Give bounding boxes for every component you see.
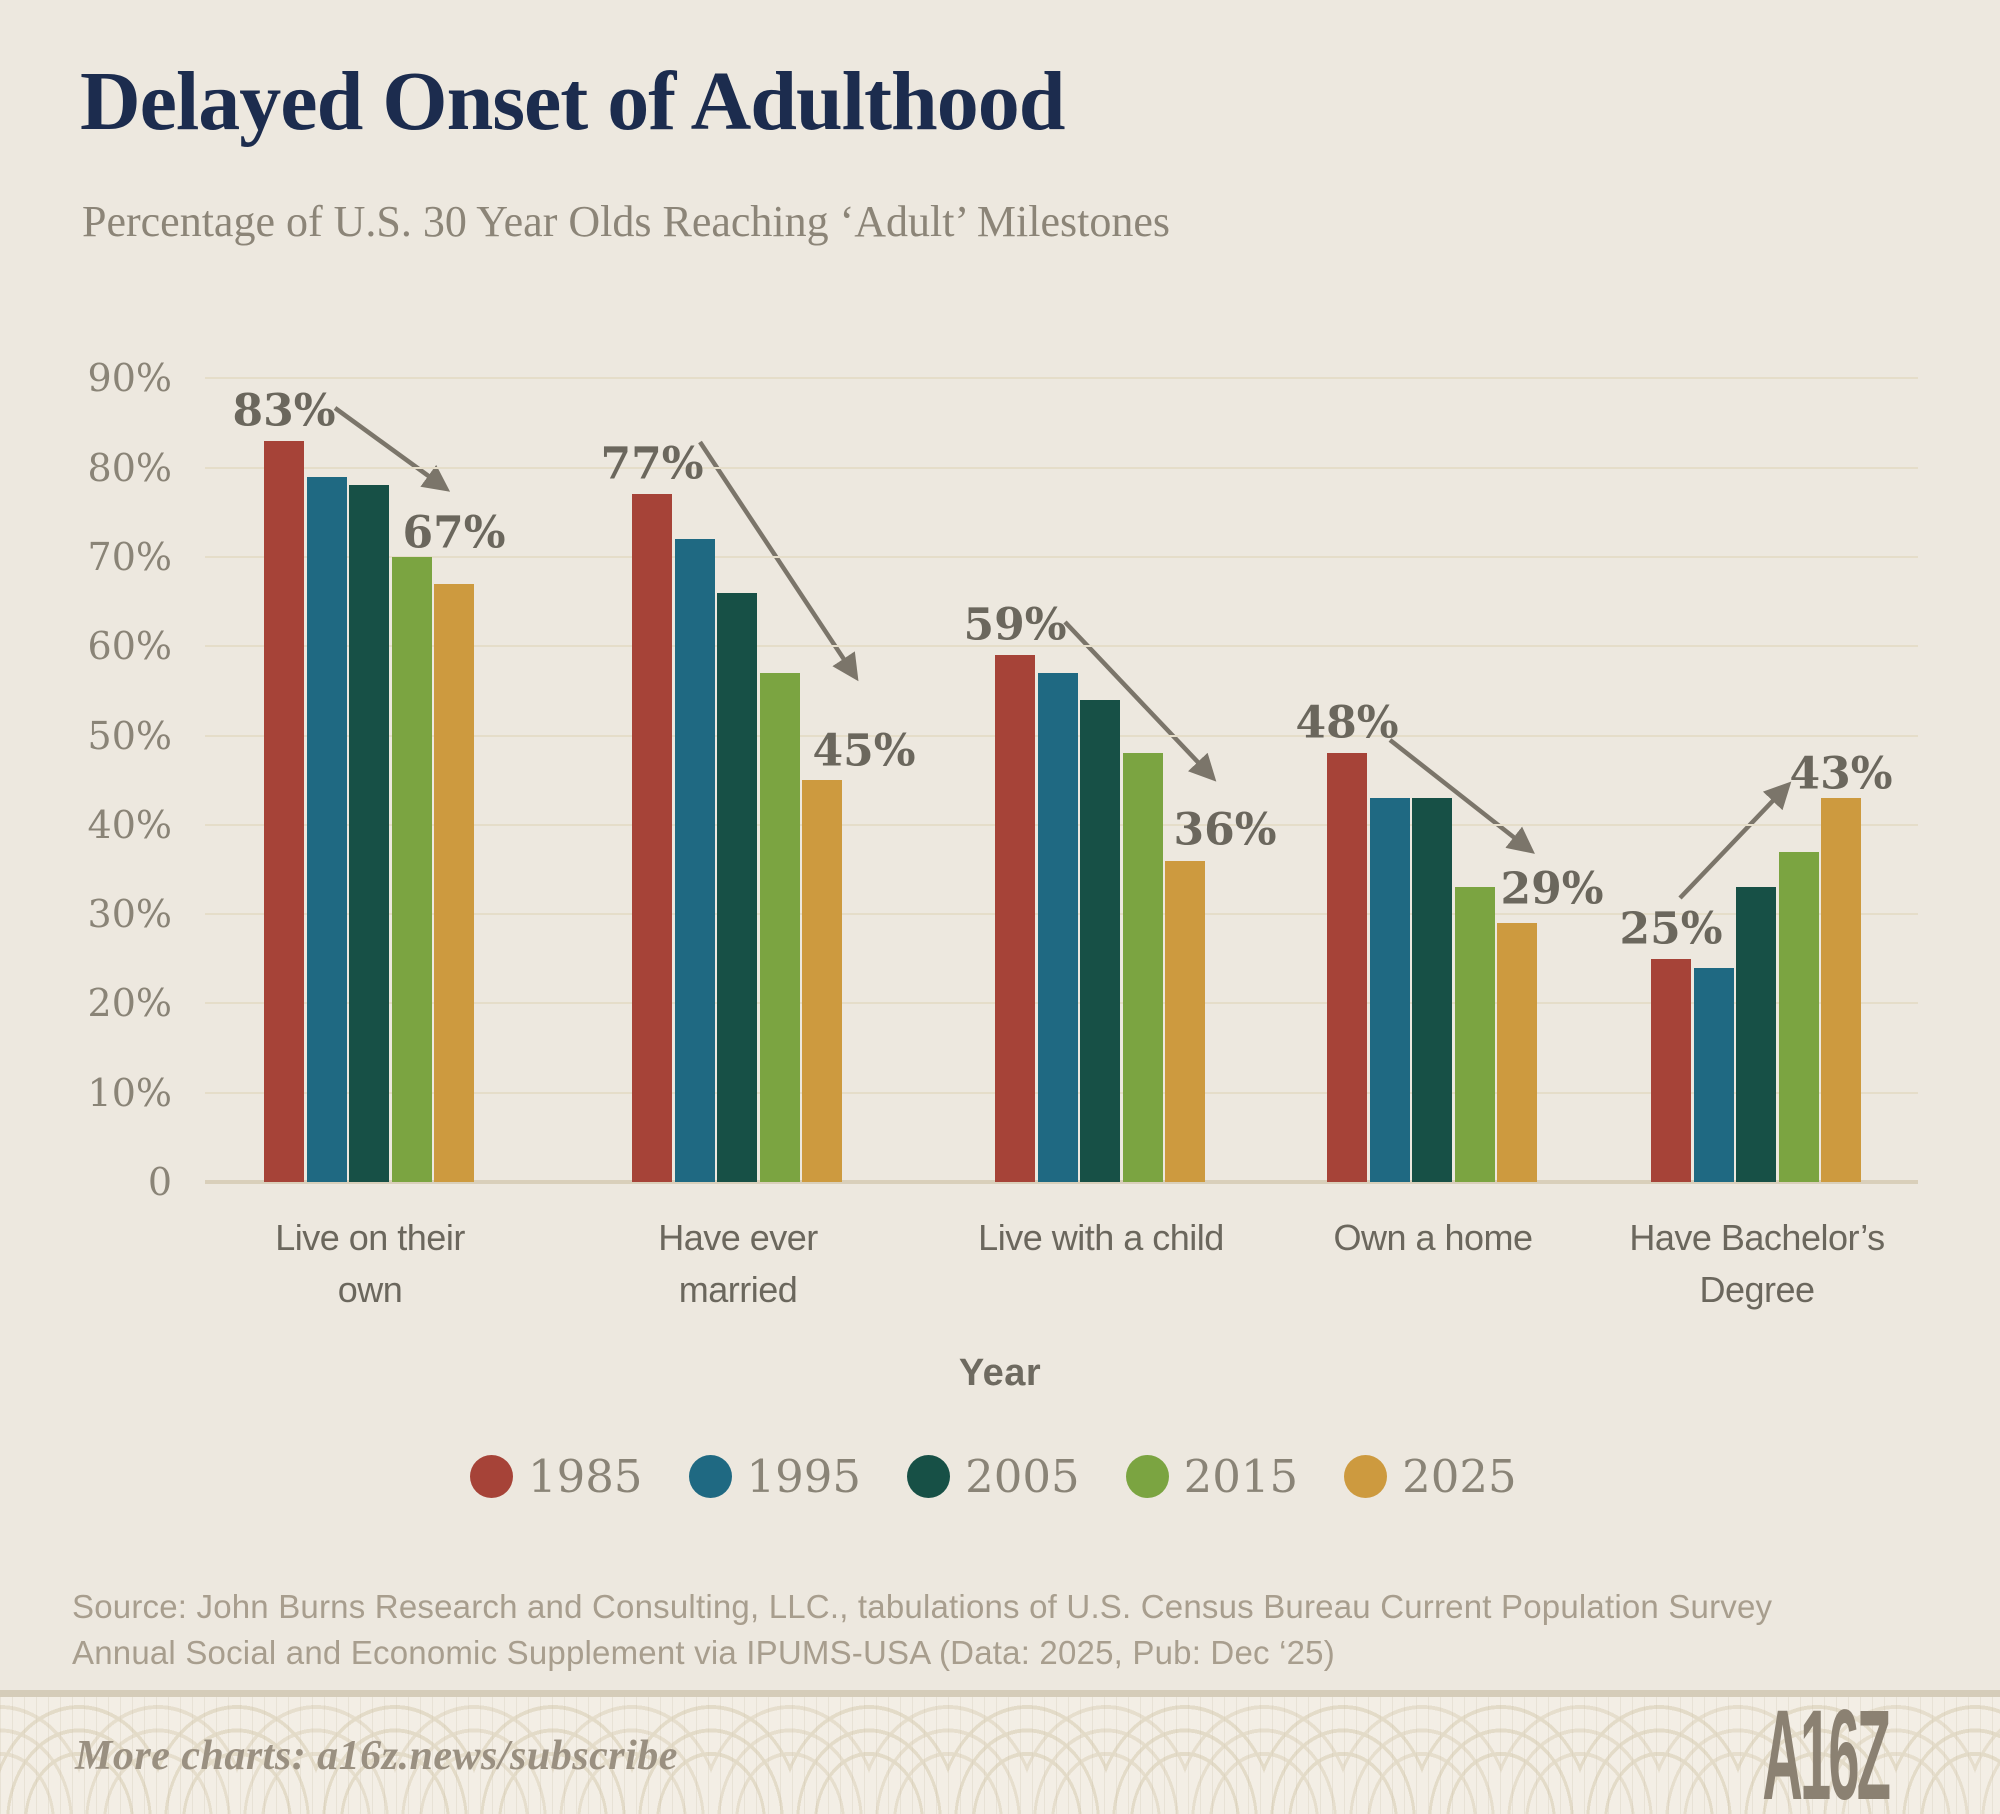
- value-label-end: 36%: [1173, 804, 1277, 856]
- value-label-start: 59%: [963, 599, 1067, 651]
- bar-1995-group3: [1037, 672, 1078, 1182]
- bar-2005-group1: [349, 485, 389, 1182]
- legend-label: 2025: [1402, 1450, 1517, 1503]
- footer-divider: [0, 1690, 2000, 1697]
- value-label-start: 48%: [1295, 697, 1399, 749]
- value-label-start: 83%: [232, 385, 336, 437]
- bar-1995-group5: [1693, 967, 1734, 1182]
- gridline: [205, 555, 1918, 558]
- bar-2005-group5: [1736, 887, 1776, 1182]
- legend-dot: [688, 1455, 732, 1498]
- legend-item-2025: 2025: [1344, 1450, 1517, 1503]
- y-axis-tick-label: 50%: [87, 713, 172, 758]
- legend-dot: [1125, 1455, 1169, 1498]
- trend-arrow: [1678, 781, 1792, 900]
- chart-legend: 1985 1995 2005 2015 2025: [470, 1450, 1517, 1503]
- bar-1995-group4: [1369, 798, 1410, 1182]
- value-label-start: 25%: [1619, 903, 1723, 955]
- legend-dot: [470, 1455, 513, 1498]
- page-title: Delayed Onset of Adulthood: [80, 55, 1065, 148]
- x-axis-title: Year: [958, 1352, 1042, 1394]
- bar-1995-group2: [674, 539, 715, 1182]
- footer-deco-pattern: More charts: a16z.news/subscribe A16Z: [0, 1683, 2000, 1814]
- bar-1995-group1: [306, 476, 347, 1182]
- y-axis-tick-label: 40%: [87, 802, 172, 847]
- bar-1985-group5: [1651, 958, 1691, 1182]
- value-label-start: 77%: [600, 438, 704, 490]
- value-label-end: 29%: [1500, 863, 1604, 915]
- bar-2015-group5: [1778, 851, 1819, 1182]
- legend-item-1985: 1985: [470, 1450, 643, 1503]
- gridline: [205, 466, 1918, 469]
- bar-2015-group2: [759, 672, 800, 1182]
- y-axis-tick-label: 10%: [87, 1070, 172, 1115]
- category-label: Have Bachelor’s Degree: [1629, 1217, 1885, 1310]
- source-line-2: Annual Social and Economic Supplement vi…: [72, 1634, 1335, 1671]
- bar-2015-group4: [1454, 887, 1495, 1182]
- subscribe-link[interactable]: More charts: a16z.news/subscribe: [75, 1732, 678, 1779]
- y-axis-tick-label: 0: [147, 1160, 172, 1204]
- trend-arrow: [333, 406, 451, 492]
- legend-label: 2015: [1183, 1450, 1299, 1503]
- y-axis-tick-label: 90%: [87, 356, 172, 401]
- source-note: Source: John Burns Research and Consulti…: [72, 1584, 1772, 1676]
- y-axis-tick-label: 80%: [87, 445, 172, 490]
- source-line-1: Source: John Burns Research and Consulti…: [72, 1588, 1773, 1625]
- bar-2025-group2: [802, 780, 842, 1182]
- bar-2025-group4: [1497, 923, 1537, 1182]
- bar-2005-group4: [1412, 798, 1452, 1182]
- y-axis-tick-label: 60%: [87, 624, 172, 669]
- y-axis-tick-label: 70%: [87, 534, 172, 579]
- category-label: Live on their own: [275, 1217, 465, 1310]
- value-label-end: 43%: [1789, 748, 1893, 800]
- page-subtitle: Percentage of U.S. 30 Year Olds Reaching…: [82, 197, 1170, 246]
- value-label-end: 67%: [402, 507, 506, 559]
- gridline: [205, 377, 1918, 380]
- trend-arrow: [1388, 738, 1535, 854]
- footer: More charts: a16z.news/subscribe A16Z: [0, 1683, 2000, 1814]
- legend-item-2005: 2005: [907, 1450, 1080, 1503]
- legend-dot: [1344, 1455, 1388, 1498]
- bar-2005-group3: [1080, 699, 1120, 1182]
- legend-item-1995: 1995: [688, 1450, 862, 1503]
- x-axis-line: [205, 1180, 1918, 1184]
- category-label: Have ever married: [658, 1217, 818, 1310]
- y-axis-tick-label: 20%: [87, 981, 172, 1026]
- legend-label: 2005: [965, 1450, 1080, 1503]
- bar-2025-group5: [1821, 798, 1861, 1182]
- y-axis-tick-label: 30%: [87, 892, 172, 937]
- legend-label: 1985: [528, 1450, 643, 1503]
- legend-label: 1995: [746, 1450, 862, 1503]
- bar-2025-group1: [434, 583, 474, 1182]
- category-label: Own a home: [1333, 1217, 1533, 1258]
- bar-2005-group2: [717, 592, 757, 1182]
- legend-dot: [907, 1455, 951, 1498]
- bar-2015-group1: [391, 556, 432, 1182]
- bar-2015-group3: [1122, 753, 1163, 1182]
- bar-1985-group2: [632, 494, 672, 1182]
- bar-1985-group3: [995, 655, 1035, 1182]
- bar-1985-group4: [1327, 753, 1367, 1182]
- value-label-end: 45%: [812, 725, 916, 777]
- a16z-logo: A16Z: [1762, 1683, 1892, 1814]
- bar-1985-group1: [264, 440, 304, 1182]
- gridline: [205, 645, 1918, 648]
- category-label: Live with a child: [978, 1217, 1224, 1258]
- legend-item-2015: 2015: [1125, 1450, 1299, 1503]
- bar-2025-group3: [1165, 860, 1205, 1182]
